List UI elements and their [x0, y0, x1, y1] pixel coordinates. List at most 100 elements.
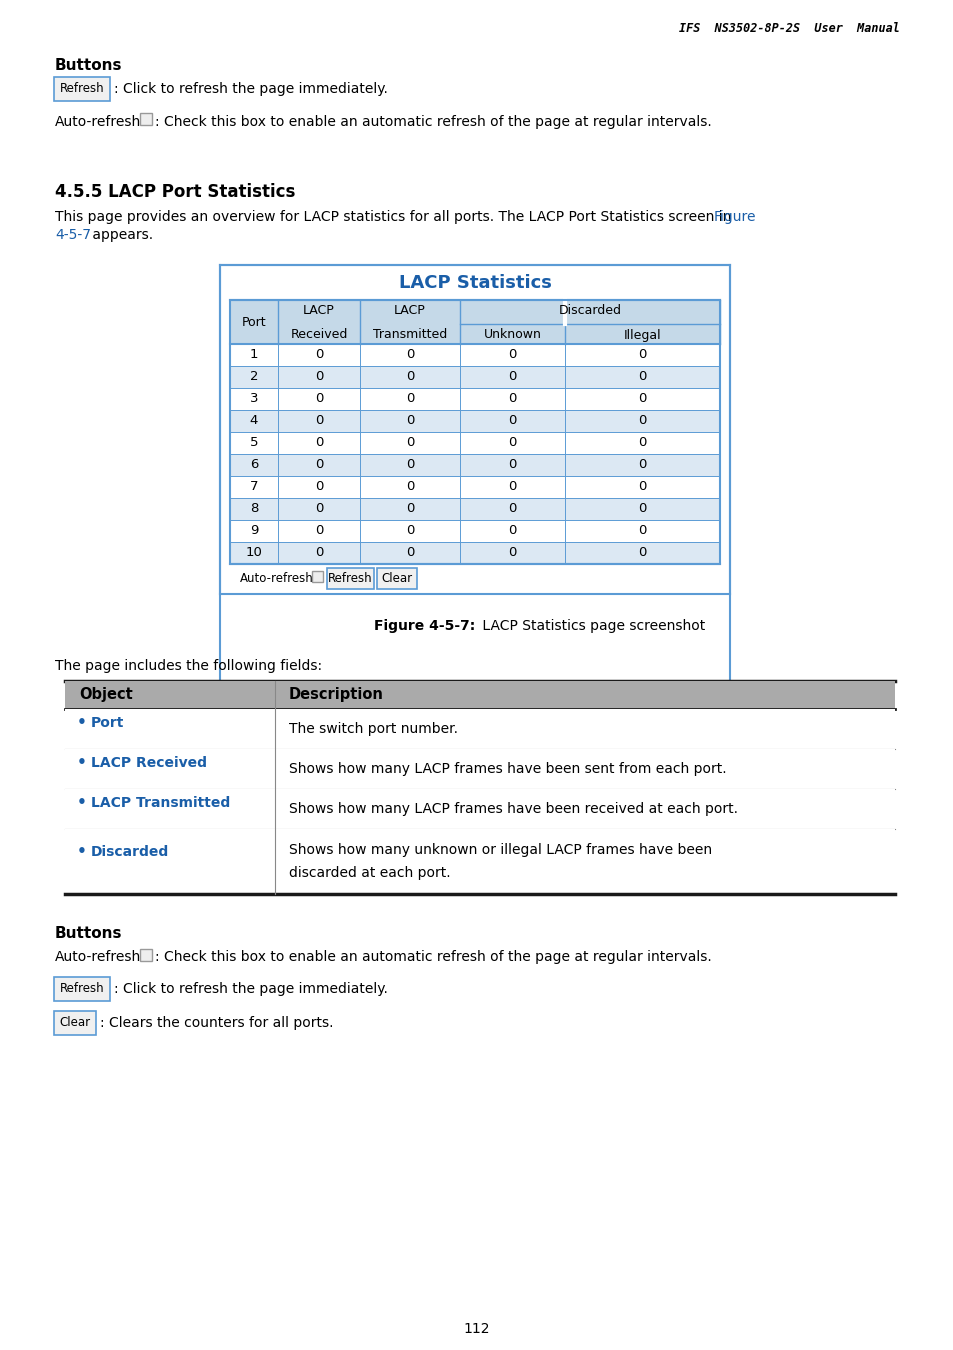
- Text: Buttons: Buttons: [55, 58, 122, 73]
- Text: 0: 0: [405, 370, 414, 383]
- Text: 0: 0: [405, 502, 414, 516]
- Bar: [140, 949, 152, 961]
- Text: 0: 0: [405, 414, 414, 428]
- Text: •: •: [77, 795, 87, 810]
- Text: 0: 0: [508, 481, 517, 494]
- Text: appears.: appears.: [88, 228, 153, 242]
- Text: Clear: Clear: [381, 572, 412, 585]
- Text: Refresh: Refresh: [60, 82, 104, 96]
- Text: Illegal: Illegal: [623, 328, 660, 342]
- Text: 0: 0: [508, 436, 517, 450]
- Text: 0: 0: [638, 481, 646, 494]
- FancyBboxPatch shape: [327, 568, 374, 589]
- Text: •: •: [77, 844, 87, 859]
- Text: 0: 0: [405, 436, 414, 450]
- Text: : Check this box to enable an automatic refresh of the page at regular intervals: : Check this box to enable an automatic …: [154, 115, 711, 130]
- Text: 0: 0: [405, 459, 414, 471]
- Bar: [65, 749, 894, 788]
- Text: 0: 0: [508, 525, 517, 537]
- Bar: [230, 454, 720, 477]
- Text: : Check this box to enable an automatic refresh of the page at regular intervals: : Check this box to enable an automatic …: [154, 950, 711, 964]
- FancyBboxPatch shape: [376, 568, 416, 589]
- FancyBboxPatch shape: [54, 977, 110, 1000]
- Text: Transmitted: Transmitted: [373, 328, 447, 342]
- Text: : Click to refresh the page immediately.: : Click to refresh the page immediately.: [113, 981, 388, 996]
- Bar: [65, 788, 894, 829]
- Text: 0: 0: [638, 414, 646, 428]
- Text: LACP Transmitted: LACP Transmitted: [91, 796, 230, 810]
- Text: 0: 0: [405, 348, 414, 362]
- Bar: [140, 113, 152, 126]
- Text: 0: 0: [314, 502, 323, 516]
- Text: Received: Received: [290, 328, 347, 342]
- Text: 4-5-7: 4-5-7: [55, 228, 91, 242]
- Text: 0: 0: [314, 393, 323, 405]
- Text: 0: 0: [638, 348, 646, 362]
- Text: Figure 4-5-7:: Figure 4-5-7:: [374, 620, 475, 633]
- Text: 0: 0: [638, 525, 646, 537]
- Text: 0: 0: [638, 502, 646, 516]
- Text: 0: 0: [405, 547, 414, 559]
- Text: Port: Port: [91, 716, 124, 730]
- Text: 0: 0: [314, 525, 323, 537]
- Bar: [312, 571, 323, 582]
- Text: Description: Description: [289, 687, 383, 702]
- Text: 0: 0: [405, 393, 414, 405]
- Text: 2: 2: [250, 370, 258, 383]
- Text: 0: 0: [314, 370, 323, 383]
- Bar: [230, 410, 720, 432]
- Text: 8: 8: [250, 502, 258, 516]
- Text: LACP Statistics page screenshot: LACP Statistics page screenshot: [477, 620, 704, 633]
- Text: 0: 0: [508, 393, 517, 405]
- FancyBboxPatch shape: [54, 77, 110, 101]
- Text: Refresh: Refresh: [328, 572, 373, 585]
- Text: Discarded: Discarded: [558, 304, 620, 317]
- Text: 0: 0: [638, 436, 646, 450]
- Text: 0: 0: [405, 525, 414, 537]
- Text: 5: 5: [250, 436, 258, 450]
- Text: 0: 0: [508, 502, 517, 516]
- Text: LACP Received: LACP Received: [91, 756, 207, 770]
- Bar: [65, 709, 894, 749]
- Text: •: •: [77, 756, 87, 771]
- Text: LACP Statistics: LACP Statistics: [398, 274, 551, 292]
- Text: •: •: [77, 716, 87, 730]
- Text: 0: 0: [314, 414, 323, 428]
- Text: Object: Object: [79, 687, 132, 702]
- Text: Buttons: Buttons: [55, 926, 122, 941]
- Text: 9: 9: [250, 525, 258, 537]
- Text: : Clears the counters for all ports.: : Clears the counters for all ports.: [100, 1017, 334, 1030]
- Text: LACP: LACP: [394, 304, 425, 317]
- Text: 0: 0: [638, 370, 646, 383]
- Text: IFS  NS3502-8P-2S  User  Manual: IFS NS3502-8P-2S User Manual: [679, 22, 899, 35]
- Text: 112: 112: [463, 1322, 490, 1336]
- Text: The page includes the following fields:: The page includes the following fields:: [55, 659, 322, 674]
- Bar: [230, 498, 720, 520]
- Text: 4.5.5 LACP Port Statistics: 4.5.5 LACP Port Statistics: [55, 184, 295, 201]
- Text: The switch port number.: The switch port number.: [289, 722, 457, 736]
- Text: 0: 0: [508, 459, 517, 471]
- Text: 1: 1: [250, 348, 258, 362]
- Text: 0: 0: [638, 393, 646, 405]
- Text: 0: 0: [405, 481, 414, 494]
- Text: Discarded: Discarded: [91, 845, 169, 859]
- Text: Figure: Figure: [713, 211, 756, 224]
- Text: Port: Port: [241, 316, 266, 328]
- FancyBboxPatch shape: [220, 265, 729, 745]
- FancyBboxPatch shape: [54, 1011, 96, 1035]
- Text: Shows how many unknown or illegal LACP frames have been: Shows how many unknown or illegal LACP f…: [289, 844, 711, 857]
- Text: 10: 10: [245, 547, 262, 559]
- Text: 3: 3: [250, 393, 258, 405]
- Bar: [65, 829, 894, 894]
- Text: Auto-refresh: Auto-refresh: [55, 115, 141, 130]
- Text: 7: 7: [250, 481, 258, 494]
- Text: Auto-refresh: Auto-refresh: [55, 950, 141, 964]
- Text: 6: 6: [250, 459, 258, 471]
- Text: Shows how many LACP frames have been received at each port.: Shows how many LACP frames have been rec…: [289, 802, 738, 815]
- Text: discarded at each port.: discarded at each port.: [289, 865, 450, 880]
- Text: 0: 0: [508, 370, 517, 383]
- Bar: [230, 300, 720, 344]
- Text: 0: 0: [638, 547, 646, 559]
- Text: 0: 0: [314, 459, 323, 471]
- Text: 0: 0: [314, 436, 323, 450]
